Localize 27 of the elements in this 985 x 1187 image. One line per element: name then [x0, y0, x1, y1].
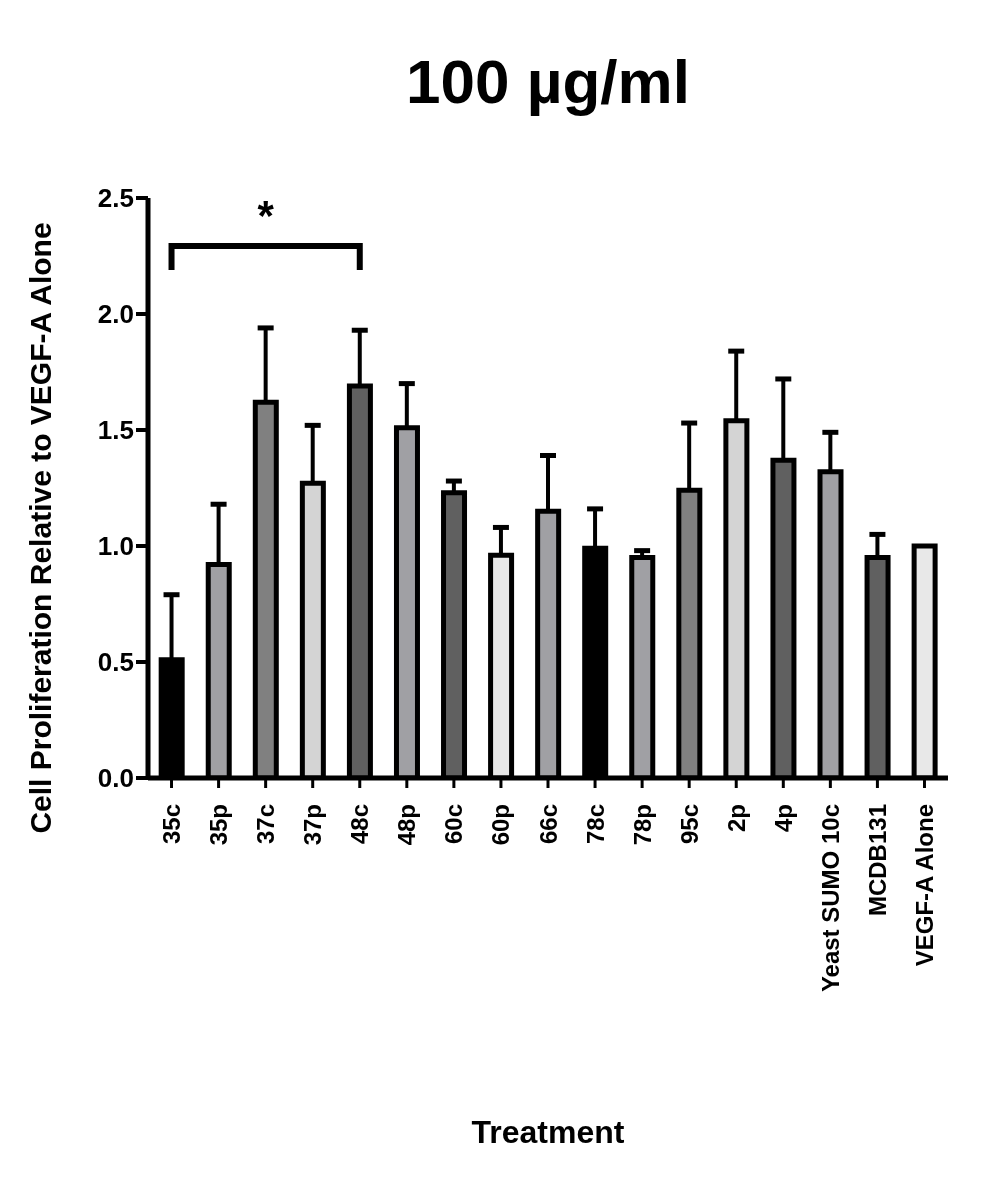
x-tick-label: 35p — [205, 804, 233, 846]
x-tick-label: 95c — [675, 804, 703, 845]
y-tick-label: 2.5 — [97, 183, 134, 214]
y-tick-label: 1.0 — [97, 531, 134, 562]
x-tick-label: 66c — [534, 804, 562, 845]
y-tick-label: 2.0 — [97, 299, 134, 330]
x-tick-label: 78p — [628, 804, 656, 846]
x-tick-label: VEGF-A Alone — [910, 804, 938, 967]
x-tick-label: 35c — [158, 804, 186, 845]
x-tick-label: 48c — [346, 804, 374, 845]
x-tick-label: MCDB131 — [863, 804, 891, 917]
x-axis-title: Treatment — [471, 1114, 625, 1150]
x-tick-label: 60c — [440, 804, 468, 845]
y-tick-label: 0.0 — [97, 763, 134, 794]
x-tick-label: 78c — [581, 804, 609, 845]
x-tick-label: 4p — [769, 804, 797, 833]
y-tick-label: 1.5 — [97, 415, 134, 446]
x-tick-label: 48p — [393, 804, 421, 846]
x-tick-label: 60p — [487, 804, 515, 846]
x-tick-label: 37p — [299, 804, 327, 846]
chart-title: 100 µg/ml — [406, 47, 690, 116]
y-tick-label: 0.5 — [97, 647, 134, 678]
x-tick-label: 37c — [252, 804, 280, 845]
y-axis-title: Cell Proliferation Relative to VEGF-A Alone — [23, 222, 57, 834]
annotation: * — [257, 192, 275, 239]
x-tick-label: 2p — [722, 804, 750, 833]
x-tick-label: Yeast SUMO 10c — [816, 804, 844, 993]
